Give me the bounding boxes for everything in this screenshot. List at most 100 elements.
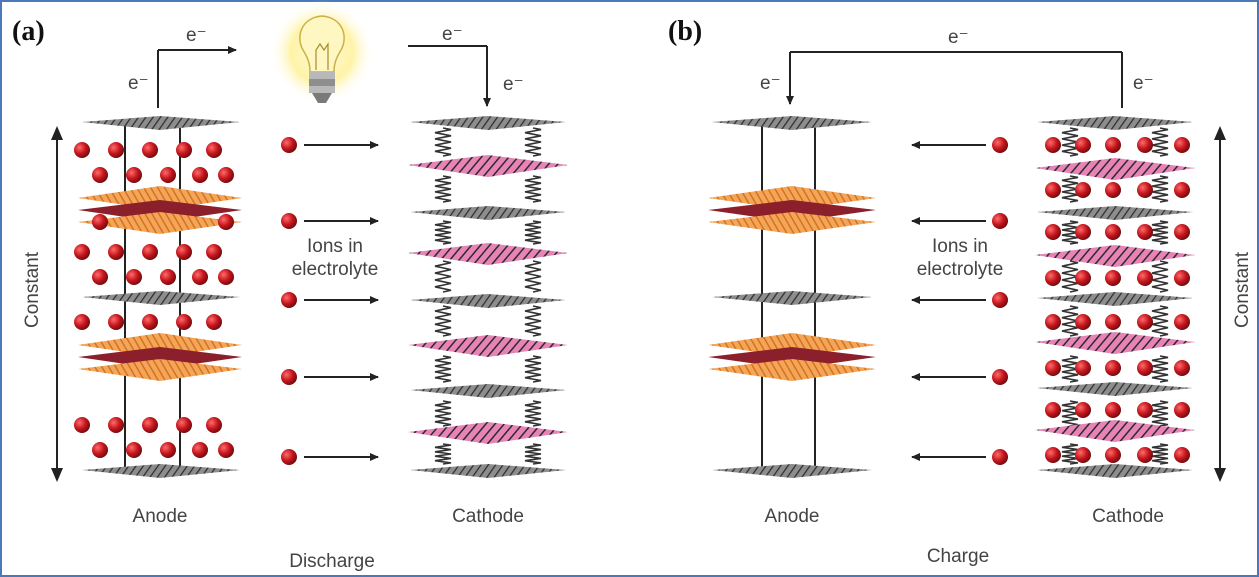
anode-stack-a xyxy=(74,116,242,478)
ion-sphere xyxy=(992,137,1008,153)
ion-sphere xyxy=(1045,402,1061,418)
ion-sphere xyxy=(1075,137,1091,153)
ion-sphere xyxy=(218,269,234,285)
electron-label: e⁻ xyxy=(186,25,207,46)
ion-sphere xyxy=(1174,360,1190,376)
ion-sphere xyxy=(218,167,234,183)
electron-label: e⁻ xyxy=(1133,73,1154,94)
spring-link xyxy=(434,260,452,293)
ion-sphere xyxy=(1174,447,1190,463)
graphene-sheet xyxy=(82,291,240,305)
cathode-label: Cathode xyxy=(452,506,524,527)
ion-sphere xyxy=(108,417,124,433)
spring-link xyxy=(524,400,542,427)
spring-link xyxy=(524,175,542,203)
ion-sphere xyxy=(206,314,222,330)
ion-sphere xyxy=(281,449,297,465)
cathode-label: Cathode xyxy=(1092,506,1164,527)
electron-label: e⁻ xyxy=(760,73,781,94)
ions-label-line1: Ions in xyxy=(307,236,363,257)
spring-link xyxy=(434,220,452,245)
ion-sphere xyxy=(206,417,222,433)
spring-link xyxy=(524,220,542,245)
anode-label: Anode xyxy=(133,506,188,527)
ion-sphere xyxy=(1075,447,1091,463)
ion-sphere xyxy=(1137,270,1153,286)
graphene-sheet xyxy=(1037,382,1193,396)
spring-link xyxy=(434,400,452,427)
spring-link xyxy=(524,355,542,383)
ion-sphere xyxy=(92,167,108,183)
ion-sphere xyxy=(176,142,192,158)
host-layer xyxy=(408,422,568,444)
ion-sphere xyxy=(176,417,192,433)
electron-label: e⁻ xyxy=(503,74,524,95)
ion-sphere xyxy=(1045,360,1061,376)
spring-link xyxy=(434,175,452,203)
ion-sphere xyxy=(1105,314,1121,330)
ion-sphere xyxy=(992,369,1008,385)
intercalated-layer xyxy=(708,186,876,234)
ion-sphere xyxy=(1105,402,1121,418)
light-bulb-icon xyxy=(270,0,374,104)
cathode-stack-a xyxy=(408,116,568,478)
graphene-sheet xyxy=(1037,116,1193,130)
ion-sphere xyxy=(1045,447,1061,463)
graphene-sheet xyxy=(410,384,566,398)
ion-sphere xyxy=(281,292,297,308)
ion-sphere xyxy=(160,442,176,458)
host-layer xyxy=(408,155,568,177)
ion-sphere xyxy=(1075,224,1091,240)
ion-sphere xyxy=(74,244,90,260)
graphene-sheet xyxy=(410,116,566,130)
ion-sphere xyxy=(142,142,158,158)
spring-link xyxy=(524,260,542,293)
cathode-stack-b xyxy=(1035,116,1195,478)
ion-sphere xyxy=(1045,182,1061,198)
graphene-sheet xyxy=(410,206,566,220)
ion-sphere xyxy=(126,269,142,285)
panel-a-tag: (a) xyxy=(12,16,45,47)
graphene-sheet xyxy=(712,116,872,130)
graphene-sheet xyxy=(410,464,566,478)
ion-sphere xyxy=(1174,182,1190,198)
spring-link xyxy=(434,127,452,157)
host-layer xyxy=(408,335,568,357)
electron-label: e⁻ xyxy=(442,24,463,45)
graphene-sheet xyxy=(1037,464,1193,478)
ion-sphere xyxy=(1174,137,1190,153)
ion-sphere xyxy=(92,442,108,458)
process-label: Discharge xyxy=(289,551,375,572)
graphene-sheet xyxy=(82,116,240,130)
graphene-sheet xyxy=(410,294,566,308)
constant-label-right: Constant xyxy=(1232,251,1253,328)
ion-sphere xyxy=(160,167,176,183)
ion-sphere xyxy=(142,244,158,260)
intercalated-layer xyxy=(78,333,242,381)
spring-link xyxy=(1151,175,1169,203)
ion-sphere xyxy=(1105,182,1121,198)
ion-sphere xyxy=(1075,270,1091,286)
ion-sphere xyxy=(992,292,1008,308)
ion-sphere xyxy=(160,269,176,285)
ion-sphere xyxy=(192,167,208,183)
ion-sphere xyxy=(1045,224,1061,240)
ion-sphere xyxy=(142,314,158,330)
ion-sphere xyxy=(1075,402,1091,418)
host-layer xyxy=(1035,420,1195,442)
electron-label: e⁻ xyxy=(128,73,149,94)
process-label: Charge xyxy=(927,546,989,567)
ion-sphere xyxy=(92,269,108,285)
ion-sphere xyxy=(1137,402,1153,418)
ion-sphere xyxy=(1174,270,1190,286)
ion-sphere xyxy=(1137,447,1153,463)
ions-label-line2: electrolyte xyxy=(917,259,1004,280)
ion-sphere xyxy=(1137,360,1153,376)
spring-link xyxy=(1151,400,1169,427)
ion-sphere xyxy=(1137,224,1153,240)
ion-sphere xyxy=(1137,314,1153,330)
graphene-sheet xyxy=(1037,292,1193,306)
ion-sphere xyxy=(1105,137,1121,153)
ion-sphere xyxy=(126,167,142,183)
